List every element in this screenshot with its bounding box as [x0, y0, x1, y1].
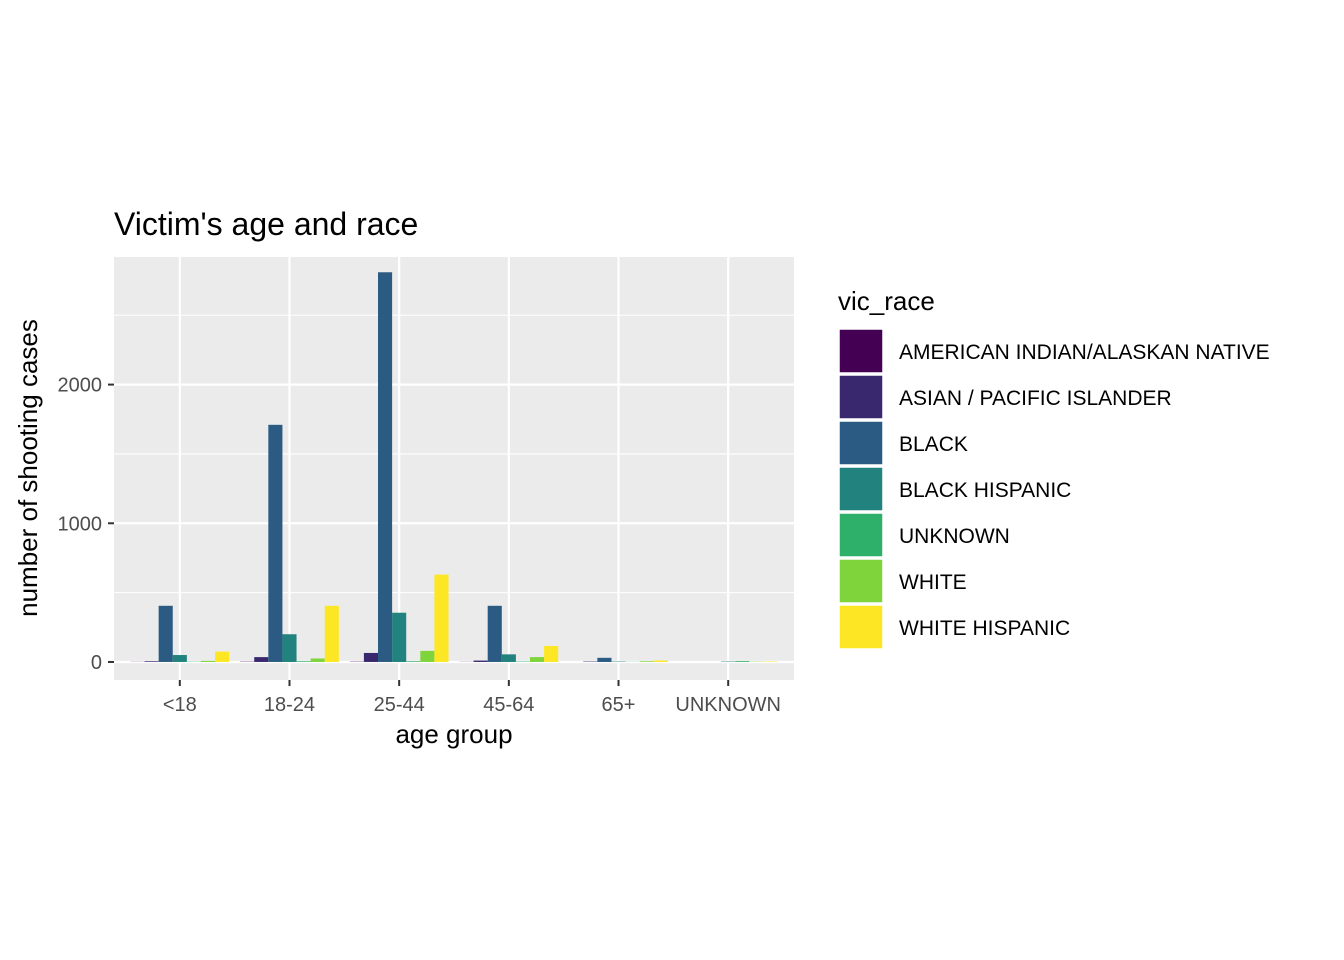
legend-label: ASIAN / PACIFIC ISLANDER [899, 387, 1172, 410]
legend-key [838, 512, 884, 558]
y-axis-title: number of shooting cases [13, 319, 43, 617]
legend-label: AMERICAN INDIAN/ALASKAN NATIVE [899, 341, 1270, 364]
legend-key [838, 420, 884, 466]
bar [378, 272, 393, 662]
bar [144, 661, 159, 662]
bar [487, 605, 502, 662]
bar [172, 655, 187, 662]
bar [324, 605, 339, 662]
bar [501, 654, 516, 662]
legend: vic_race AMERICAN INDIAN/ALASKAN NATIVE A… [838, 286, 1270, 650]
legend-key [838, 558, 884, 604]
major-gridlines [114, 257, 794, 680]
bar [597, 657, 612, 662]
x-tick-label: 18-24 [264, 694, 315, 716]
bar [639, 661, 654, 662]
legend-label: BLACK [899, 433, 968, 456]
legend-key [838, 374, 884, 420]
x-tick-label: UNKNOWN [675, 694, 781, 716]
bar [653, 660, 668, 662]
x-tick-label: 65+ [602, 694, 636, 716]
plot-panel [114, 257, 794, 680]
x-tick-label: <18 [163, 694, 197, 716]
x-tick-label: 25-44 [374, 694, 425, 716]
x-axis-title: age group [395, 719, 512, 749]
bar [268, 424, 283, 662]
legend-key [838, 466, 884, 512]
bar [420, 650, 435, 662]
x-tick-label: 45-64 [483, 694, 534, 716]
bar [200, 660, 216, 662]
bar [544, 646, 559, 662]
legend-label: WHITE [899, 571, 967, 594]
legend-title: vic_race [838, 286, 935, 316]
x-axis: <18 18-24 25-44 45-64 65+ UNKNOWN [163, 680, 781, 716]
bar [282, 634, 297, 662]
legend-key [838, 604, 884, 650]
legend-label: UNKNOWN [899, 525, 1010, 548]
legend-label: WHITE HISPANIC [899, 617, 1070, 640]
bar [363, 652, 379, 662]
legend-key [838, 328, 884, 374]
legend-label: BLACK HISPANIC [899, 479, 1071, 502]
bar [158, 605, 173, 662]
chart-title: Victim's age and race [114, 206, 418, 242]
bar [310, 658, 325, 662]
bar [529, 657, 545, 662]
bar [254, 657, 269, 662]
bar [406, 661, 421, 662]
y-tick-label: 1000 [58, 513, 103, 535]
bars [130, 272, 778, 662]
bar [434, 574, 449, 662]
bar [392, 612, 407, 662]
y-tick-label: 0 [91, 652, 102, 674]
y-axis: 0 1000 2000 [58, 375, 114, 674]
minor-gridlines [114, 314, 794, 594]
bar [215, 651, 230, 662]
bar [296, 661, 311, 662]
bar [735, 661, 750, 662]
bar [473, 660, 488, 662]
y-tick-label: 2000 [58, 375, 103, 397]
